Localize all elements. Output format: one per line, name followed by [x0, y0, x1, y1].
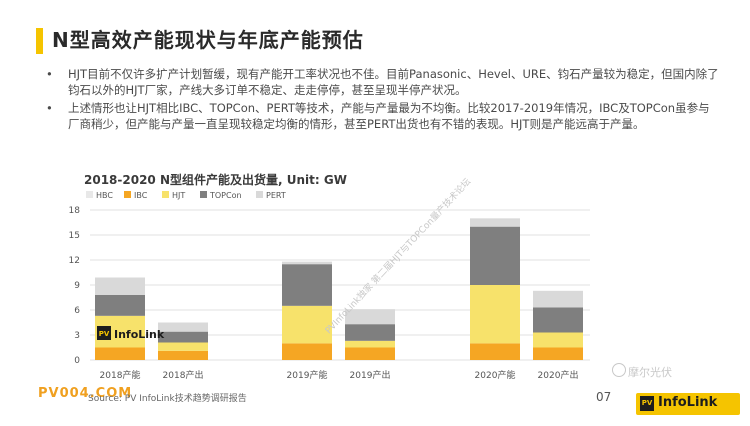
legend-label: TOPCon — [209, 191, 242, 200]
legend-label: HJT — [172, 191, 185, 200]
bar-segment-topcon — [345, 324, 395, 341]
bar-segment-hjt — [533, 332, 583, 348]
bar-segment-pert — [470, 218, 520, 227]
x-tick-label: 2019产出 — [350, 369, 391, 381]
bar-segment-ibc — [470, 343, 520, 360]
legend-swatch — [256, 191, 263, 198]
center-watermark: PVInfoLink独家 第二届HJT与TOPCon量产技术论坛 — [322, 176, 473, 337]
bar-segment-topcon — [95, 295, 145, 316]
bar-segment-ibc — [533, 347, 583, 360]
x-tick-label: 2020产能 — [475, 369, 516, 381]
bullet-marker: • — [46, 101, 53, 115]
y-tick-label: 0 — [74, 356, 80, 366]
bar-segment-pert — [345, 309, 395, 325]
infolink-logo: PV InfoLink — [636, 393, 740, 415]
legend-swatch — [200, 191, 207, 198]
legend-label: HBC — [96, 191, 113, 200]
bar-segment-ibc — [95, 347, 145, 360]
source-note: Source: PV InfoLink技术趋势调研报告 — [88, 394, 247, 404]
legend-swatch — [124, 191, 131, 198]
logo-pv-mark: PV — [640, 396, 654, 411]
x-tick-label: 2019产能 — [287, 369, 328, 381]
bar-segment-hjt — [470, 285, 520, 344]
bar-segment-ibc — [158, 350, 208, 360]
legend-swatch — [162, 191, 169, 198]
bullet-list: • HJT目前不仅许多扩产计划暂缓，现有产能开工率状况也不佳。目前Panason… — [40, 66, 720, 134]
bar-segment-pert — [533, 290, 583, 308]
bar-segment-hjt — [345, 340, 395, 348]
bullet-text: 上述情形也让HJT相比IBC、TOPCon、PERT等技术，产能与产量最为不均衡… — [68, 101, 710, 131]
bar-segment-pert — [158, 322, 208, 332]
legend-label: PERT — [266, 191, 286, 200]
y-tick-label: 15 — [69, 231, 80, 241]
legend-swatch — [86, 191, 93, 198]
bar-segment-hjt — [282, 305, 332, 344]
inline-logo-pv: PV — [99, 330, 110, 338]
y-tick-label: 6 — [74, 306, 80, 316]
y-tick-label: 12 — [69, 256, 80, 266]
pv-watermark: PV004.COM — [38, 386, 133, 401]
inline-logo: PV InfoLink — [97, 326, 165, 341]
y-tick-label: 3 — [74, 331, 80, 341]
x-tick-label: 2018产出 — [163, 369, 204, 381]
bar-segment-topcon — [470, 226, 520, 285]
chart-title: 2018-2020 N型组件产能及出货量, Unit: GW — [84, 172, 347, 187]
page-title: N型高效产能现状与年底产能预估 — [52, 28, 364, 52]
chart-legend: HBC IBC HJT TOPCon PERT — [86, 191, 286, 200]
bar-segment-pert — [95, 277, 145, 295]
bullet-item: • 上述情形也让HJT相比IBC、TOPCon、PERT等技术，产能与产量最为不… — [40, 100, 720, 132]
y-tick-label: 18 — [69, 206, 81, 216]
bar-segment-ibc — [282, 343, 332, 360]
bar-segment-topcon — [158, 331, 208, 343]
bar-segment-topcon — [282, 264, 332, 306]
inline-logo-text: InfoLink — [114, 328, 165, 341]
x-tick-label: 2018产能 — [100, 369, 141, 381]
bar-segment-hjt — [158, 342, 208, 351]
chart-x-labels: 2018产能 2018产出 2019产能 2019产出 2020产能 2020产出 — [100, 369, 579, 381]
bar-segment-pert — [282, 261, 332, 265]
bullet-item: • HJT目前不仅许多扩产计划暂缓，现有产能开工率状况也不佳。目前Panason… — [40, 66, 720, 98]
x-tick-label: 2020产出 — [538, 369, 579, 381]
bullet-marker: • — [46, 67, 53, 81]
bar-segment-topcon — [533, 307, 583, 333]
page-number: 07 — [596, 390, 612, 404]
wechat-label: 摩尔光伏 — [628, 366, 672, 379]
y-tick-label: 9 — [74, 281, 80, 291]
title-accent-bar — [36, 28, 43, 54]
bullet-text: HJT目前不仅许多扩产计划暂缓，现有产能开工率状况也不佳。目前Panasonic… — [68, 67, 719, 97]
bar-segment-ibc — [345, 347, 395, 360]
wechat-icon — [612, 363, 626, 377]
logo-text: InfoLink — [658, 395, 718, 410]
inline-logo-mark — [97, 326, 111, 340]
legend-label: IBC — [134, 191, 148, 200]
chart-bars — [95, 218, 583, 360]
